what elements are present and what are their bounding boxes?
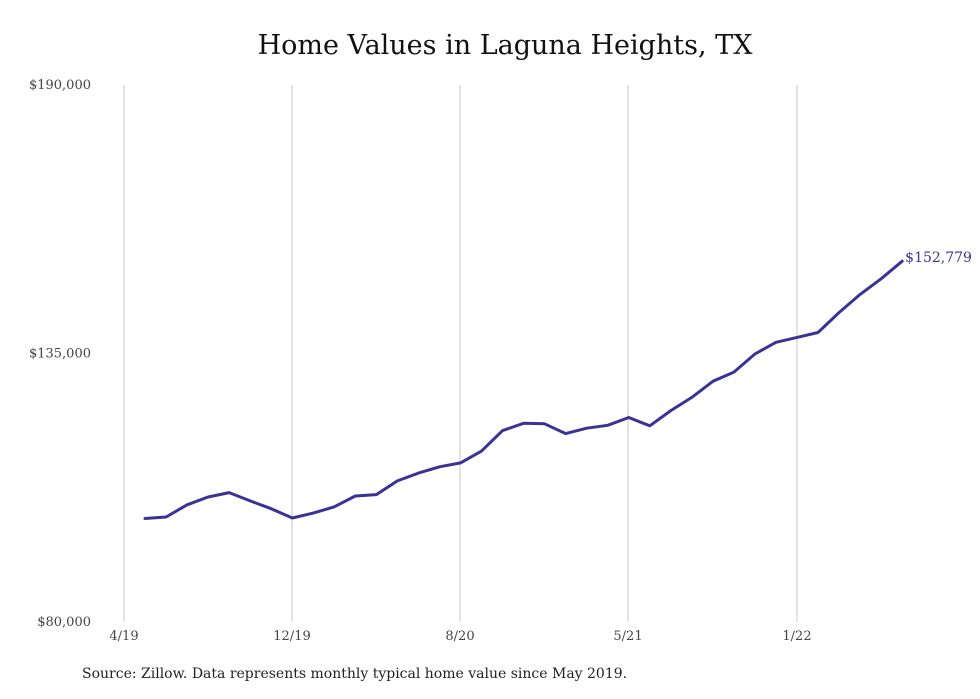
end-value-label: $152,779: [905, 250, 972, 266]
annotation-layer: $152,779: [905, 250, 972, 266]
x-tick-label: 12/19: [273, 629, 310, 644]
x-tick-label: 1/22: [782, 629, 811, 644]
source-note: Source: Zillow. Data represents monthly …: [82, 666, 628, 682]
gridlines: [123, 85, 798, 622]
y-tick-label: $135,000: [29, 347, 91, 362]
series-layer: [143, 259, 904, 520]
x-tick-label: 8/20: [445, 629, 474, 644]
chart-title: Home Values in Laguna Heights, TX: [257, 30, 753, 61]
y-tick-label: $80,000: [37, 615, 91, 630]
y-axis-ticks: $190,000 $135,000 $80,000: [29, 78, 91, 630]
x-tick-label: 4/19: [109, 629, 138, 644]
x-axis-ticks: 4/19 12/19 8/20 5/21 1/22: [109, 629, 811, 644]
series-line: [143, 259, 904, 520]
x-tick-label: 5/21: [613, 629, 642, 644]
y-tick-label: $190,000: [29, 78, 91, 93]
